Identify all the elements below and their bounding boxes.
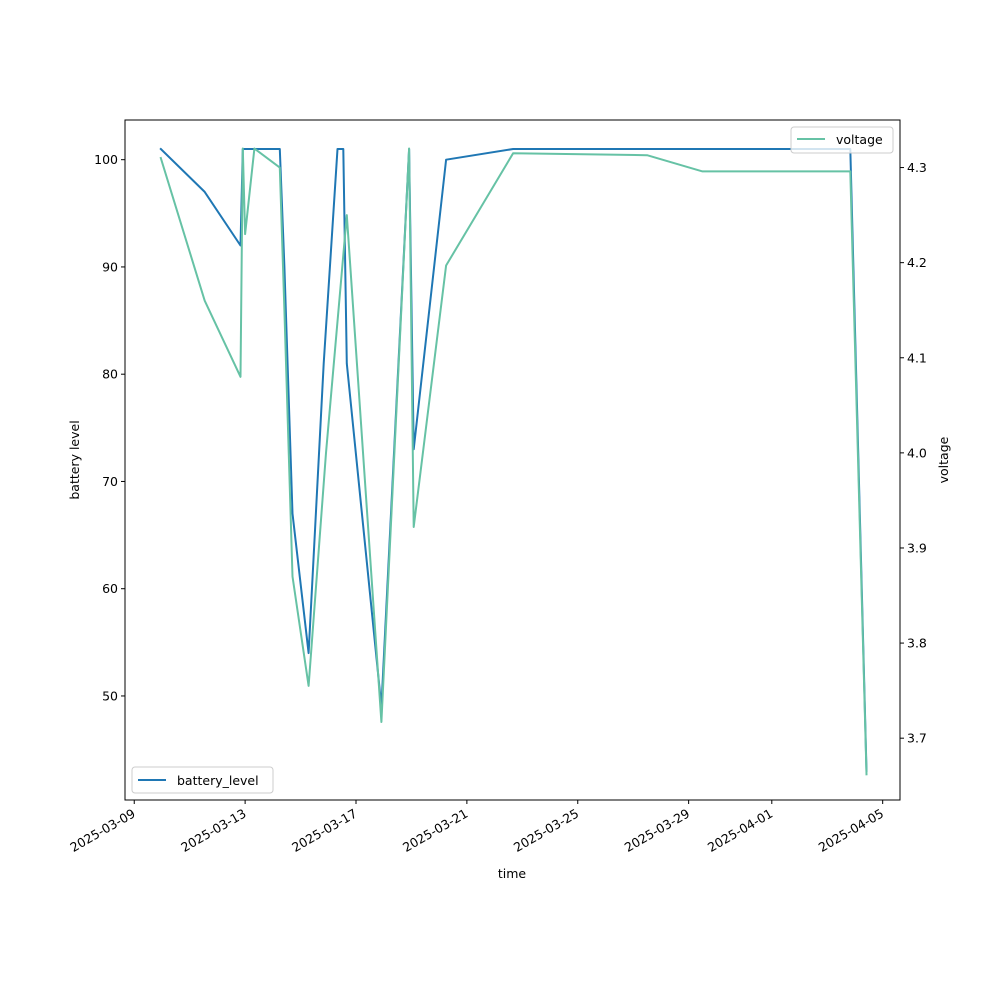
- y2-axis-title: voltage: [936, 436, 951, 483]
- plot-frame: [124, 119, 901, 801]
- y-axis-title: battery level: [67, 420, 82, 499]
- y-tick-label: 80: [102, 367, 118, 382]
- legend-voltage-label: voltage: [836, 132, 883, 147]
- y2-tick-label: 3.9: [907, 540, 927, 555]
- y2-tick-label: 3.8: [907, 636, 927, 651]
- legend-battery-level-box: [131, 766, 274, 794]
- y-tick-label: 60: [102, 581, 118, 596]
- y2-tick-label: 3.7: [907, 731, 927, 746]
- y-tick-label: 70: [102, 474, 118, 489]
- series-layer: [159, 147, 868, 776]
- y-tick-label: 50: [102, 688, 118, 703]
- legend-battery-level-label: battery_level: [177, 773, 259, 788]
- y2-tick-label: 4.0: [907, 445, 927, 460]
- y2-tick-label: 4.2: [907, 255, 927, 270]
- y2-tick-label: 4.3: [907, 160, 927, 175]
- y-tick-label: 90: [102, 259, 118, 274]
- y-axis-left: 50 60 70 80 90 100: [94, 152, 125, 703]
- legend-battery-level: battery_level: [131, 766, 274, 794]
- y-axis-right: 3.7 3.8 3.9 4.0 4.1 4.2 4.3: [900, 160, 927, 746]
- legend-voltage-box: [790, 126, 894, 154]
- legend-voltage: voltage: [790, 126, 894, 154]
- y-tick-label: 100: [94, 152, 118, 167]
- series-line-voltage: [159, 147, 868, 776]
- y2-tick-label: 4.1: [907, 350, 927, 365]
- x-axis-title: time: [498, 866, 527, 881]
